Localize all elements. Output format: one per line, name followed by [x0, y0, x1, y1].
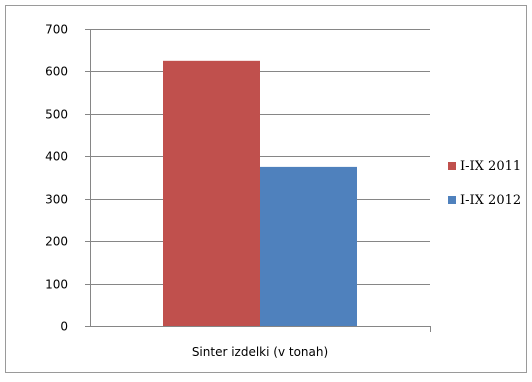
y-tick-label: 700	[45, 23, 68, 37]
y-tick-label: 600	[45, 65, 68, 79]
x-category-label: Sinter izdelki (v tonah)	[192, 345, 328, 359]
bar-i-ix-2012	[260, 166, 357, 326]
legend-label: I-IX 2012	[460, 193, 521, 208]
y-tick-label: 400	[45, 150, 68, 164]
legend-swatch	[448, 196, 456, 204]
legend-swatch	[448, 162, 456, 170]
y-tick-label: 200	[45, 235, 68, 249]
legend-label: I-IX 2011	[460, 159, 521, 174]
y-tick-label: 500	[45, 108, 68, 122]
legend: I-IX 2011 I-IX 2012	[448, 159, 521, 208]
y-tick-label: 0	[60, 320, 68, 334]
y-tick-label: 100	[45, 278, 68, 292]
bars	[163, 60, 357, 326]
y-tick-labels: 0 100 200 300 400 500 600 700	[45, 23, 68, 334]
bar-i-ix-2011	[163, 60, 260, 326]
axes	[85, 29, 431, 332]
y-tick-label: 300	[45, 193, 68, 207]
x-category-labels: Sinter izdelki (v tonah)	[192, 345, 328, 359]
